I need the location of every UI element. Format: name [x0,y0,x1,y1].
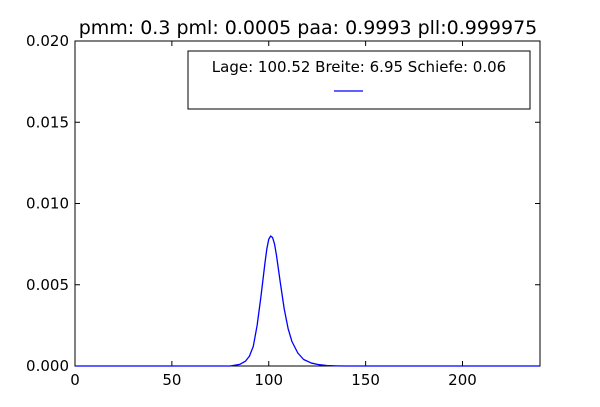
axis-ticks: 0 50 100 150 200 0.000 0.005 0.010 0.015 0.020 [26,32,540,389]
x-tick-label: 0 [70,371,80,389]
x-tick-label: 50 [162,371,181,389]
y-tick-label: 0.010 [26,195,69,213]
x-tick-label: 100 [254,371,283,389]
chart-title: pmm: 0.3 pml: 0.0005 paa: 0.9993 pll:0.9… [79,17,538,39]
y-tick-label: 0.020 [26,32,69,50]
legend-box [187,50,531,110]
legend: Lage: 100.52 Breite: 6.95 Schiefe: 0.06 [187,50,531,110]
series-line [75,235,540,367]
y-tick-label: 0.000 [26,357,69,375]
y-tick-label: 0.005 [26,276,69,294]
legend-entry-label: Lage: 100.52 Breite: 6.95 Schiefe: 0.06 [212,58,506,76]
y-tick-label: 0.015 [26,113,69,131]
x-tick-label: 150 [351,371,380,389]
x-tick-label: 200 [448,371,477,389]
series-layer [75,235,540,367]
